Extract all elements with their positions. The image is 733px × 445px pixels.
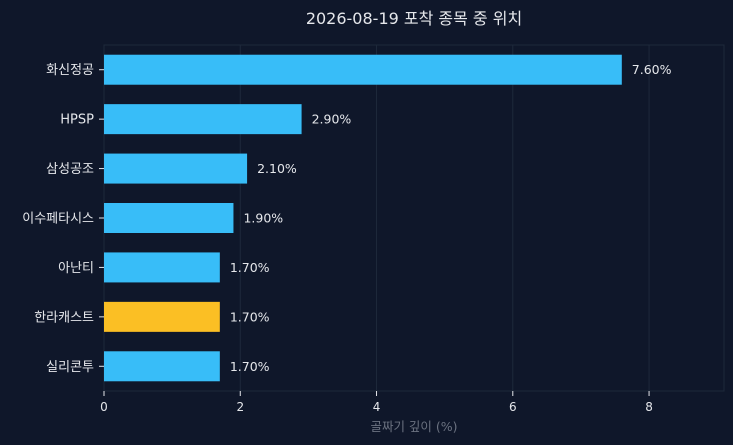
value-label: 2.90% [312, 112, 352, 127]
bar [104, 104, 302, 135]
bar [104, 252, 220, 283]
category-label: 한라캐스트 [34, 310, 94, 325]
x-tick-label: 4 [373, 400, 381, 414]
category-label: HPSP [60, 113, 94, 128]
value-label: 2.10% [257, 161, 297, 176]
bar [104, 351, 220, 382]
x-axis-ticks: 0 2 4 6 8 [99, 69, 653, 414]
value-label: 7.60% [632, 62, 672, 77]
value-label: 1.70% [230, 359, 270, 374]
x-axis-title: 골짜기 깊이 (%) [370, 419, 457, 434]
value-label: 1.90% [243, 211, 283, 226]
category-label: 실리콘투 [46, 360, 94, 375]
value-label: 1.70% [230, 309, 270, 324]
x-tick-label: 0 [100, 400, 108, 414]
bar [104, 301, 220, 332]
bar [104, 54, 622, 85]
grid-lines [239, 45, 650, 391]
x-tick-label: 8 [645, 400, 653, 414]
labels: 화신정공 7.60% HPSP 2.90% 삼성공조 2.10% 이수페타시스 1.90% 아난… [22, 62, 671, 375]
x-tick-label: 6 [509, 400, 517, 414]
x-tick-label: 2 [236, 400, 244, 414]
category-label: 이수페타시스 [22, 212, 94, 227]
category-label: 삼성공조 [46, 162, 94, 177]
category-label: 화신정공 [46, 63, 94, 78]
chart-title: 2026-08-19 포착 종목 중 위치 [306, 9, 522, 28]
category-label: 아난티 [58, 261, 94, 276]
bar [104, 153, 248, 184]
bars [104, 54, 622, 382]
value-label: 1.70% [230, 260, 270, 275]
bar [104, 203, 234, 233]
